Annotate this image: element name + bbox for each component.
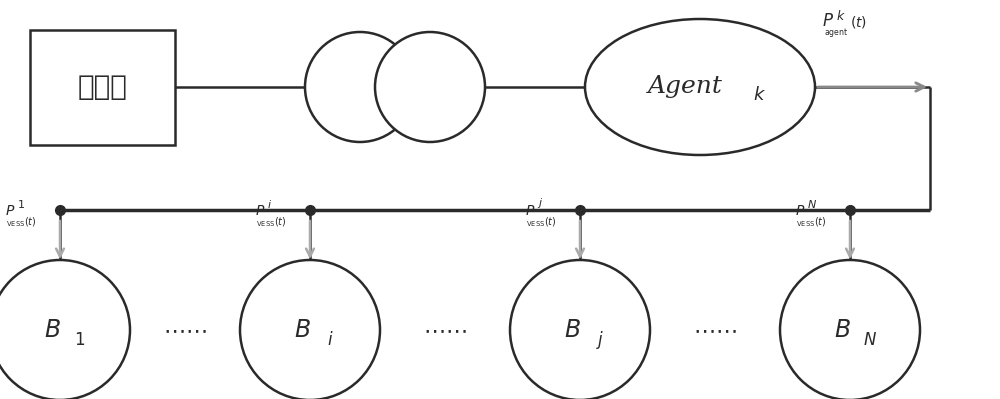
Text: $P$: $P$ [525,204,535,218]
Ellipse shape [585,19,815,155]
Circle shape [305,32,415,142]
Text: $i$: $i$ [267,198,272,210]
Text: $(t)$: $(t)$ [850,14,867,30]
Text: $1$: $1$ [74,331,86,349]
Text: $_{\rm agent}$: $_{\rm agent}$ [824,27,848,41]
Text: $1$: $1$ [17,198,25,210]
Circle shape [375,32,485,142]
Text: $j$: $j$ [596,329,604,351]
Text: $B$: $B$ [564,318,580,342]
Bar [30,30,175,145]
Text: $j$: $j$ [537,196,543,210]
Text: $_{\rm VESS}(t)$: $_{\rm VESS}(t)$ [796,215,827,229]
Text: $k$: $k$ [836,9,846,23]
Text: $k$: $k$ [753,86,767,104]
Text: $N$: $N$ [807,198,817,210]
Circle shape [240,260,380,399]
Circle shape [0,260,130,399]
Text: 配电网: 配电网 [78,73,127,101]
Text: $_{\rm VESS}(t)$: $_{\rm VESS}(t)$ [526,215,557,229]
Text: $_{\rm VESS}(t)$: $_{\rm VESS}(t)$ [256,215,287,229]
Text: $B$: $B$ [44,318,60,342]
Text: $i$: $i$ [327,331,333,349]
Text: $\cdots\cdots$: $\cdots\cdots$ [423,320,467,340]
Text: $P$: $P$ [5,204,15,218]
Text: $\cdots\cdots$: $\cdots\cdots$ [693,320,737,340]
Text: Agent: Agent [648,75,722,99]
Circle shape [780,260,920,399]
Text: $\cdots\cdots$: $\cdots\cdots$ [163,320,207,340]
Text: $_{\rm VESS}(t)$: $_{\rm VESS}(t)$ [6,215,37,229]
Text: $P$: $P$ [255,204,265,218]
Text: $B$: $B$ [294,318,310,342]
Text: $P$: $P$ [822,12,834,30]
Text: $N$: $N$ [863,331,877,349]
Text: $B$: $B$ [834,318,850,342]
Circle shape [510,260,650,399]
Text: $P$: $P$ [795,204,805,218]
